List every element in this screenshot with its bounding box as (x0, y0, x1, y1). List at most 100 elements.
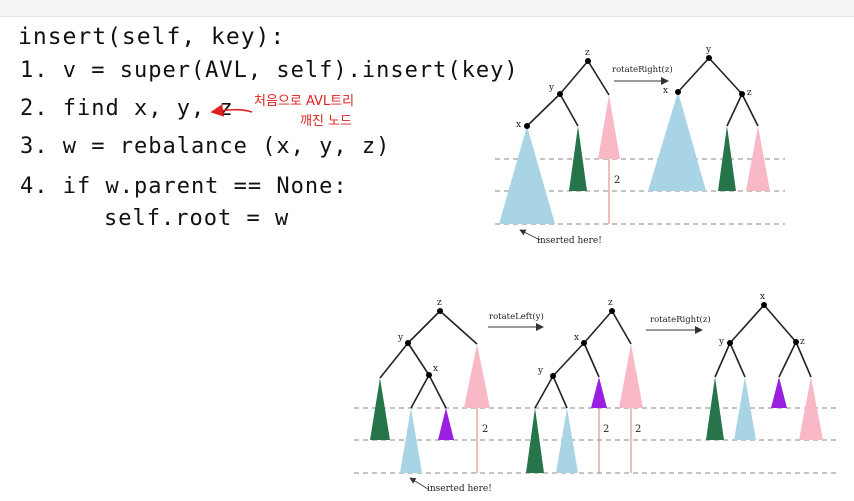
tree-edge (407, 310, 441, 344)
bottom-final-tree: x y z (706, 292, 823, 440)
annotation-arrow (210, 104, 253, 117)
label-x: x (663, 86, 668, 96)
label-y: y (537, 366, 544, 376)
annotation-line-2: 깨진 노드 (300, 114, 352, 129)
tree-edge (552, 342, 585, 377)
dashed-levels-bottom (354, 407, 838, 474)
subtree-blue (556, 408, 578, 473)
bottom-initial-tree: 2 z y x inserted here! (370, 298, 492, 494)
top-after-tree: y x z (648, 45, 770, 191)
height-label: 2 (614, 175, 620, 186)
label-y: y (548, 83, 555, 93)
subtree-blue (648, 92, 706, 191)
op-label-rotate-right: rotateRight(z) (650, 314, 711, 325)
node-z (609, 308, 615, 314)
height-label: 2 (603, 424, 609, 435)
label-x: x (760, 292, 765, 302)
subtree-green (706, 377, 724, 440)
tree-edge (763, 304, 797, 343)
node-y (706, 55, 712, 61)
subtree-blue (400, 408, 422, 473)
node-x (761, 302, 767, 308)
tree-edge (552, 375, 568, 409)
bottom-middle-tree: 2 2 z x y (526, 298, 643, 473)
tree-edge (611, 310, 632, 345)
label-z: z (747, 88, 752, 98)
label-y: y (705, 45, 712, 55)
inserted-arrow (519, 229, 541, 241)
code-line-3: 3. w = rebalance (x, y, z) (20, 134, 391, 159)
node-z (739, 91, 745, 97)
label-z: z (800, 337, 805, 347)
tree-edge (714, 342, 731, 378)
tree-edge (439, 310, 478, 345)
label-z: z (608, 298, 613, 308)
code-line-1: 1. v = super(AVL, self).insert(key) (20, 58, 519, 83)
subtree-pink (619, 344, 643, 408)
tree-edge (741, 93, 759, 127)
inserted-label-bottom: inserted here! (427, 484, 492, 494)
node-y (405, 340, 411, 346)
subtree-green (526, 408, 544, 473)
top-before-tree: 2 z y x inserted here! (495, 48, 785, 246)
label-x: x (433, 364, 438, 374)
subtree-blue (499, 126, 555, 224)
annotation-line-1: 처음으로 AVL트리 (254, 94, 355, 109)
tree-edge (410, 374, 430, 409)
tree-edge (428, 374, 447, 409)
label-x: x (574, 333, 579, 343)
inserted-label-top: inserted here! (537, 236, 602, 246)
label-y: y (718, 337, 725, 347)
top-bar (0, 0, 854, 17)
tree-edge (534, 375, 554, 409)
subtree-pink (799, 377, 823, 440)
tree-edge (778, 341, 797, 378)
tree-edge (708, 57, 743, 95)
tree-edge (729, 304, 765, 344)
height-label: 2 (635, 424, 641, 435)
node-y (727, 340, 733, 346)
node-y (550, 373, 556, 379)
node-z (585, 58, 591, 64)
node-x (581, 340, 587, 346)
code-line-5: self.root = w (104, 206, 290, 231)
node-y (557, 91, 563, 97)
code-line-2: 2. find x, y, z (20, 96, 234, 121)
tree-edge (526, 93, 561, 127)
subtree-green (718, 126, 736, 191)
label-z: z (585, 48, 590, 58)
node-z (437, 308, 443, 314)
op-rotate-right-bottom: rotateRight(z) (646, 314, 711, 334)
subtree-purple (771, 377, 787, 408)
label-z: z (437, 298, 442, 308)
node-z (793, 339, 799, 345)
node-x (426, 372, 432, 378)
subtree-blue (734, 377, 756, 440)
code-line-4: 4. if w.parent == None: (20, 174, 348, 199)
code-line-signature: insert(self, key): (18, 24, 286, 50)
label-x: x (516, 120, 521, 130)
subtree-pink (598, 95, 620, 159)
tree-edge (729, 342, 746, 378)
op-label-rotate-right: rotateRight(z) (612, 64, 673, 75)
tree-edge (583, 342, 600, 378)
node-x (675, 89, 681, 95)
height-label: 2 (482, 424, 488, 435)
tree-edge (795, 341, 812, 378)
op-label-rotate-left: rotateLeft(y) (489, 311, 544, 322)
subtree-purple (438, 408, 454, 440)
subtree-pink (464, 344, 490, 408)
tree-edge (587, 60, 610, 96)
tree-edge (559, 93, 579, 127)
subtree-pink (746, 126, 770, 191)
tree-edge (407, 342, 430, 376)
subtree-green (370, 378, 390, 440)
tree-edge (726, 93, 743, 127)
tree-edge (677, 57, 710, 93)
label-y: y (397, 333, 404, 343)
node-x (524, 123, 530, 129)
op-rotate-right-top: rotateRight(z) (612, 64, 673, 85)
tree-edge (583, 310, 613, 344)
tree-edge (379, 342, 409, 379)
